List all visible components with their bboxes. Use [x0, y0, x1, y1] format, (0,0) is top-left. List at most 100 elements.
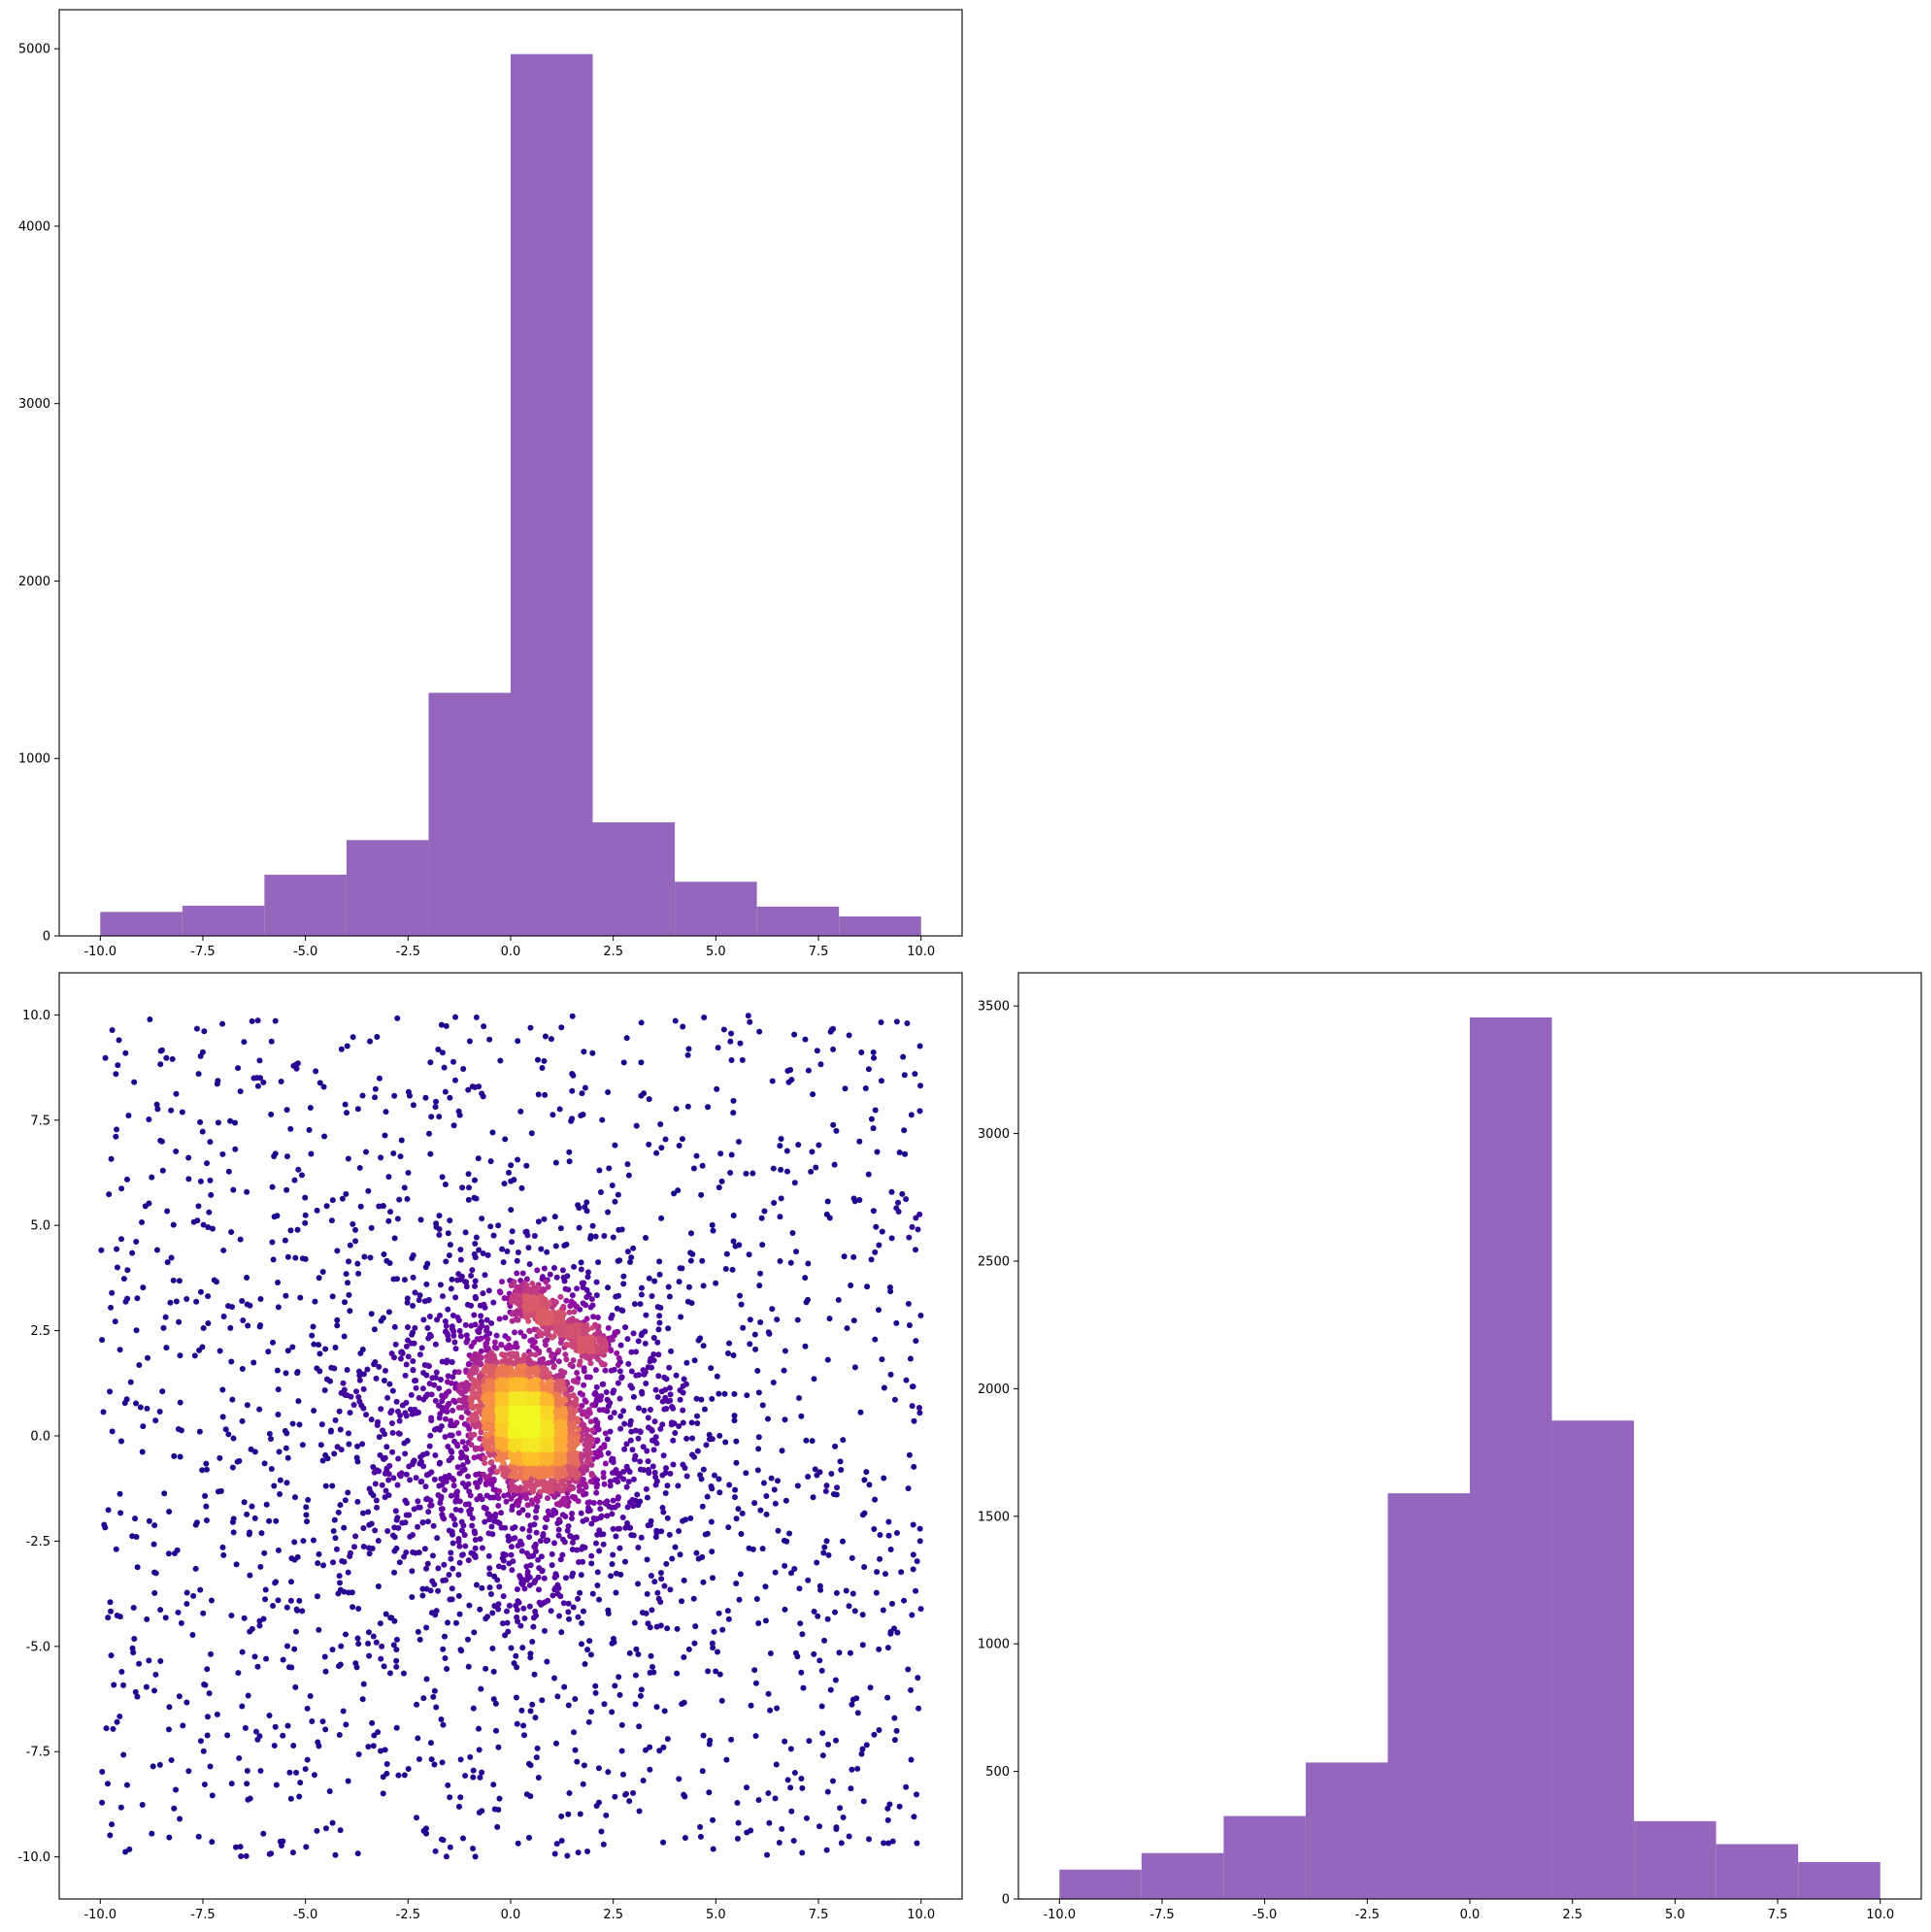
scatter-point: [458, 1551, 465, 1558]
scatter-point: [716, 1489, 723, 1496]
scatter-point: [98, 1247, 105, 1253]
scatter-point: [113, 1071, 119, 1078]
scatter-point: [575, 1614, 582, 1620]
scatter-point: [539, 1330, 546, 1337]
scatter-point: [583, 1294, 590, 1301]
scatter-point: [139, 1801, 146, 1808]
scatter-point: [767, 1707, 774, 1714]
scatter-point: [587, 1232, 594, 1239]
scatter-point: [256, 1323, 263, 1330]
scatter-point: [677, 1396, 683, 1403]
scatter-point: [660, 1452, 667, 1459]
scatter-point: [635, 1502, 642, 1509]
scatter-point: [425, 1471, 432, 1478]
scatter-point: [512, 1523, 518, 1530]
scatter-point: [381, 1251, 387, 1258]
scatter-point: [694, 1448, 701, 1454]
scatter-point: [795, 1142, 802, 1149]
scatter-point: [841, 1253, 848, 1260]
scatter-point: [796, 1585, 803, 1592]
scatter-point: [413, 1384, 419, 1391]
scatter-point: [861, 1510, 868, 1516]
scatter-point: [110, 1725, 117, 1732]
scatter-point: [876, 1242, 882, 1249]
scatter-point: [541, 1057, 548, 1064]
scatter-point: [541, 1575, 548, 1582]
scatter-point: [310, 1323, 316, 1330]
scatter-point: [588, 1552, 595, 1559]
scatter-point: [581, 1762, 587, 1769]
scatter-point: [870, 1049, 877, 1055]
scatter-point: [734, 1835, 741, 1842]
scatter-point: [713, 1668, 719, 1675]
scatter-point: [832, 1677, 839, 1683]
scatter-point: [291, 1494, 298, 1501]
scatter-point: [338, 1046, 345, 1052]
scatter-point: [761, 1208, 768, 1215]
scatter-point: [576, 1558, 583, 1565]
scatter-point: [201, 1681, 208, 1687]
scatter-point: [514, 1300, 520, 1307]
scatter-point: [499, 1620, 506, 1627]
scatter-point: [569, 1070, 576, 1077]
scatter-point: [868, 1116, 875, 1122]
scatter-point: [410, 1549, 416, 1555]
scatter-point: [492, 1727, 499, 1734]
scatter-point: [579, 1352, 585, 1359]
scatter-point: [563, 1297, 570, 1304]
scatter-point: [552, 1243, 559, 1249]
scatter-point: [601, 1232, 608, 1239]
scatter-point: [623, 1441, 630, 1448]
scatter-point: [450, 1516, 457, 1522]
scatter-point: [784, 1777, 791, 1783]
scatter-point: [575, 1498, 582, 1505]
scatter-point: [471, 1177, 478, 1183]
scatter-point: [589, 1590, 596, 1597]
scatter-point: [673, 1372, 680, 1379]
scatter-point: [413, 1815, 419, 1821]
scatter-point: [442, 1181, 449, 1187]
scatter-point: [282, 1237, 288, 1244]
scatter-point: [856, 1138, 863, 1145]
scatter-point: [716, 1390, 722, 1397]
scatter-point: [710, 1227, 716, 1234]
scatter-point: [354, 1498, 361, 1505]
scatter-point: [438, 1423, 445, 1430]
scatter-point: [318, 1421, 325, 1428]
scatter-point: [600, 1345, 607, 1351]
scatter-point: [368, 1224, 375, 1231]
scatter-point: [378, 1154, 384, 1161]
scatter-point: [405, 1169, 412, 1176]
scatter-point: [616, 1368, 623, 1375]
scatter-point: [569, 1573, 576, 1580]
scatter-point: [522, 1494, 529, 1501]
scatter-point: [654, 1393, 661, 1400]
scatter-point: [752, 1733, 759, 1740]
scatter-point: [687, 1230, 694, 1237]
scatter-point: [340, 1380, 347, 1386]
scatter-point: [625, 1479, 632, 1485]
scatter-point: [916, 1043, 923, 1049]
scatter-point: [429, 1552, 436, 1559]
scatter-point: [635, 1581, 642, 1587]
scatter-point: [531, 1671, 538, 1678]
scatter-point: [585, 1718, 592, 1725]
scatter-point: [215, 1119, 221, 1126]
scatter-point: [521, 1351, 528, 1358]
scatter-point: [566, 1149, 573, 1155]
scatter-point: [247, 1302, 253, 1309]
scatter-point: [749, 1170, 756, 1177]
scatter-point: [730, 1213, 737, 1219]
scatter-point: [476, 1747, 483, 1753]
scatter-point: [309, 1717, 316, 1724]
scatter-point: [557, 1340, 564, 1347]
scatter-point: [894, 1629, 901, 1636]
scatter-point: [415, 1504, 421, 1511]
scatter-point: [427, 1497, 434, 1504]
scatter-point: [664, 1482, 671, 1489]
scatter-point: [394, 1515, 401, 1521]
scatter-point: [524, 1512, 531, 1518]
scatter-point: [469, 1515, 476, 1521]
scatter-point: [803, 1437, 810, 1444]
scatter-point: [448, 1492, 454, 1499]
